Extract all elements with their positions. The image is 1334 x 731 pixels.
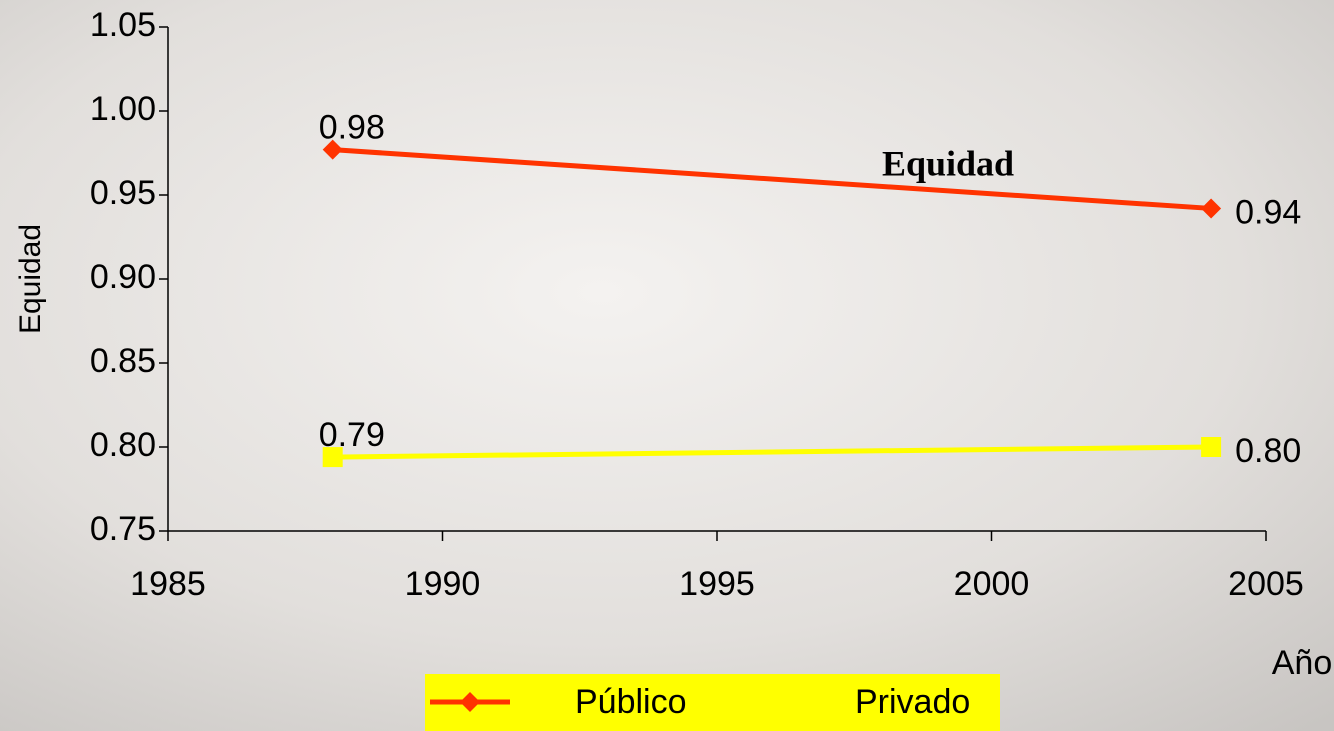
x-tick-label: 1990: [405, 565, 481, 603]
series-line: [332, 147, 1212, 211]
data-point: [1201, 198, 1222, 219]
x-tick-label: 1995: [679, 565, 755, 603]
legend-marker: [460, 692, 480, 712]
y-tick-label: 0.90: [90, 258, 156, 296]
series-line: [332, 444, 1212, 460]
x-tick-label: 2000: [954, 565, 1030, 603]
y-tick-label: 1.00: [90, 90, 156, 128]
y-tick-label: 0.85: [90, 342, 156, 380]
x-tick-label: 1985: [130, 565, 206, 603]
y-tick-label: 1.05: [90, 6, 156, 44]
data-point: [1201, 437, 1222, 457]
data-point: [322, 139, 343, 160]
x-axis-label: Año: [1272, 644, 1333, 682]
data-point: [322, 447, 343, 468]
y-axis-label: Equidad: [14, 224, 47, 334]
y-tick-label: 0.75: [90, 510, 156, 548]
x-tick-label: 2005: [1228, 565, 1304, 603]
data-label: 0.94: [1235, 193, 1301, 231]
legend-label: Público: [575, 683, 687, 721]
legend-marker: [740, 692, 760, 712]
legend-label: Privado: [855, 683, 970, 721]
data-label: 0.98: [319, 109, 385, 147]
annotation: Equidad: [882, 143, 1014, 183]
y-tick-label: 0.80: [90, 426, 156, 464]
y-tick-label: 0.95: [90, 174, 156, 212]
data-label: 0.80: [1235, 432, 1301, 470]
data-label: 0.79: [319, 416, 385, 454]
